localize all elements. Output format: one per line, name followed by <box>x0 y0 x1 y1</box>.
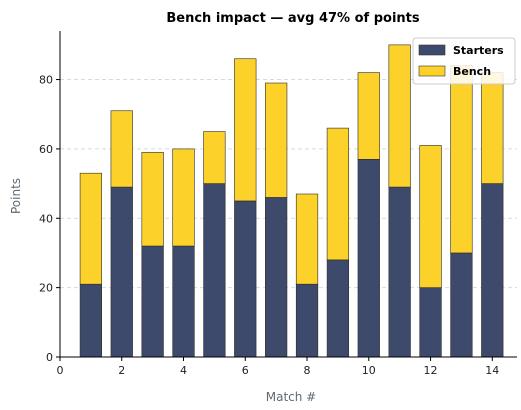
bar-bench <box>481 72 504 184</box>
bar-bench <box>450 65 473 254</box>
bar-bench <box>357 72 380 160</box>
bar-starters <box>419 287 442 358</box>
bar-starters <box>234 200 257 358</box>
bar-bench <box>419 145 442 288</box>
ticks: 0 2 4 6 8 10 12 14 0 20 40 60 80 <box>39 74 499 377</box>
y-tick-label: 60 <box>39 143 53 156</box>
x-tick-label: 8 <box>304 364 311 377</box>
bar-bench <box>388 44 411 188</box>
bar-starters <box>203 183 226 358</box>
y-tick-label: 0 <box>46 351 53 364</box>
y-tick-label: 40 <box>39 212 53 225</box>
legend-label-starters: Starters <box>453 44 504 57</box>
bar-starters <box>141 245 164 358</box>
bar-bench <box>203 131 226 184</box>
bar-bench <box>141 152 164 247</box>
x-tick-label: 2 <box>118 364 125 377</box>
bar-starters <box>79 283 102 358</box>
x-tick-label: 0 <box>57 364 64 377</box>
legend-label-bench: Bench <box>453 65 491 78</box>
bar-starters <box>388 186 411 358</box>
y-tick-label: 80 <box>39 74 53 87</box>
bar-starters <box>295 283 319 358</box>
bar-starters <box>450 252 473 358</box>
x-tick-label: 10 <box>362 364 376 377</box>
legend-swatch-starters <box>418 44 446 56</box>
bar-bench <box>110 110 133 188</box>
legend-swatch-bench <box>418 65 446 77</box>
bar-bench <box>265 82 288 198</box>
bar-starters <box>481 183 504 358</box>
y-axis-label: Points <box>9 178 23 214</box>
y-tick-label: 20 <box>39 282 53 295</box>
bar-starters <box>265 197 288 358</box>
bar-bench <box>234 58 257 202</box>
axes <box>59 31 517 358</box>
bar-starters <box>326 259 350 358</box>
bar-bench <box>172 148 195 247</box>
bar-bench <box>326 127 350 261</box>
x-axis-label: Match # <box>266 390 316 404</box>
bar-bench <box>295 193 319 285</box>
bar-starters <box>110 186 133 358</box>
x-tick-label: 12 <box>424 364 438 377</box>
bar-bench <box>79 172 102 285</box>
x-tick-label: 4 <box>180 364 187 377</box>
bar-starters <box>172 245 195 358</box>
x-tick-label: 6 <box>242 364 249 377</box>
bars <box>79 44 504 358</box>
x-tick-label: 14 <box>485 364 499 377</box>
chart-title: Bench impact — avg 47% of points <box>166 11 420 26</box>
legend: Starters Bench <box>412 37 516 85</box>
bar-starters <box>357 159 380 358</box>
